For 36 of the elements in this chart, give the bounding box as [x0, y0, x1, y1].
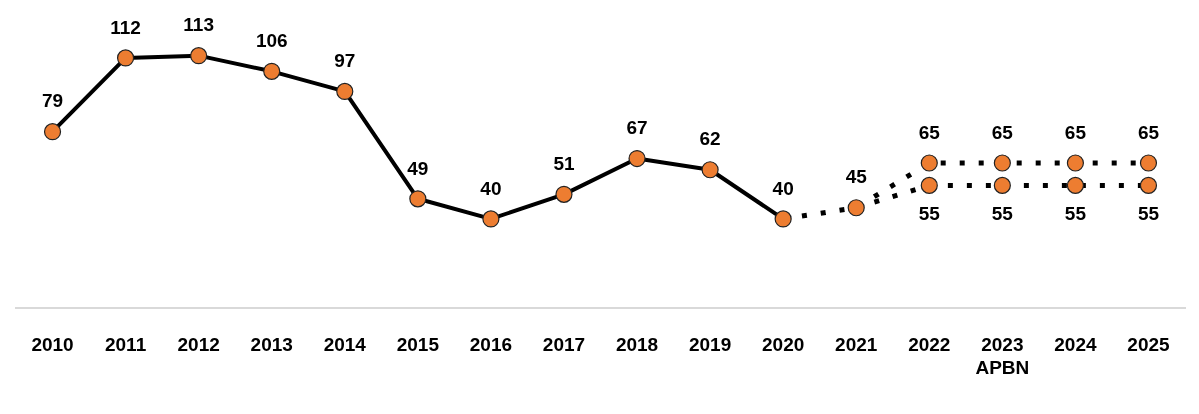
data-label: 40: [772, 177, 794, 199]
data-label: 49: [407, 157, 429, 179]
x-tick-label: 2013: [250, 334, 293, 356]
x-tick-label: 2024: [1054, 334, 1097, 356]
data-label: 55: [1137, 203, 1160, 225]
data-label: 112: [110, 16, 141, 38]
data-label: 45: [845, 166, 868, 188]
data-label: 65: [1137, 121, 1160, 143]
data-label: 67: [626, 117, 648, 139]
x-tick-label: 2021: [835, 334, 878, 356]
data-label: 55: [1064, 203, 1087, 225]
x-tick-label: 2010: [31, 334, 74, 356]
data-label: 65: [1064, 121, 1087, 143]
x-tick-label: 2020: [762, 334, 805, 356]
data-label: 97: [334, 50, 356, 72]
x-tick-label: 2022: [908, 334, 951, 356]
data-label: 40: [480, 177, 502, 199]
x-tick-label: 2016: [469, 334, 513, 356]
data-label: 106: [255, 30, 288, 52]
x-tick-label: 2012: [177, 334, 220, 356]
x-tick-label: 2011: [104, 334, 147, 356]
x-tick-label: 2023 APBN: [975, 334, 1030, 378]
data-label: 79: [41, 90, 64, 112]
data-label: 113: [183, 14, 214, 36]
data-label: 51: [553, 153, 575, 175]
data-label: 55: [918, 203, 941, 225]
data-label: 55: [991, 203, 1014, 225]
data-label: 62: [699, 128, 721, 150]
x-tick-label: 2019: [688, 334, 732, 356]
x-tick-label: 2014: [323, 334, 367, 356]
x-tick-label: 2015: [396, 334, 440, 356]
x-tick-label: 2018: [615, 334, 659, 356]
x-tick-label: 2025: [1127, 334, 1171, 356]
data-label: 65: [918, 121, 941, 143]
x-tick-label: 2017: [542, 334, 586, 356]
data-label: 65: [991, 121, 1014, 143]
